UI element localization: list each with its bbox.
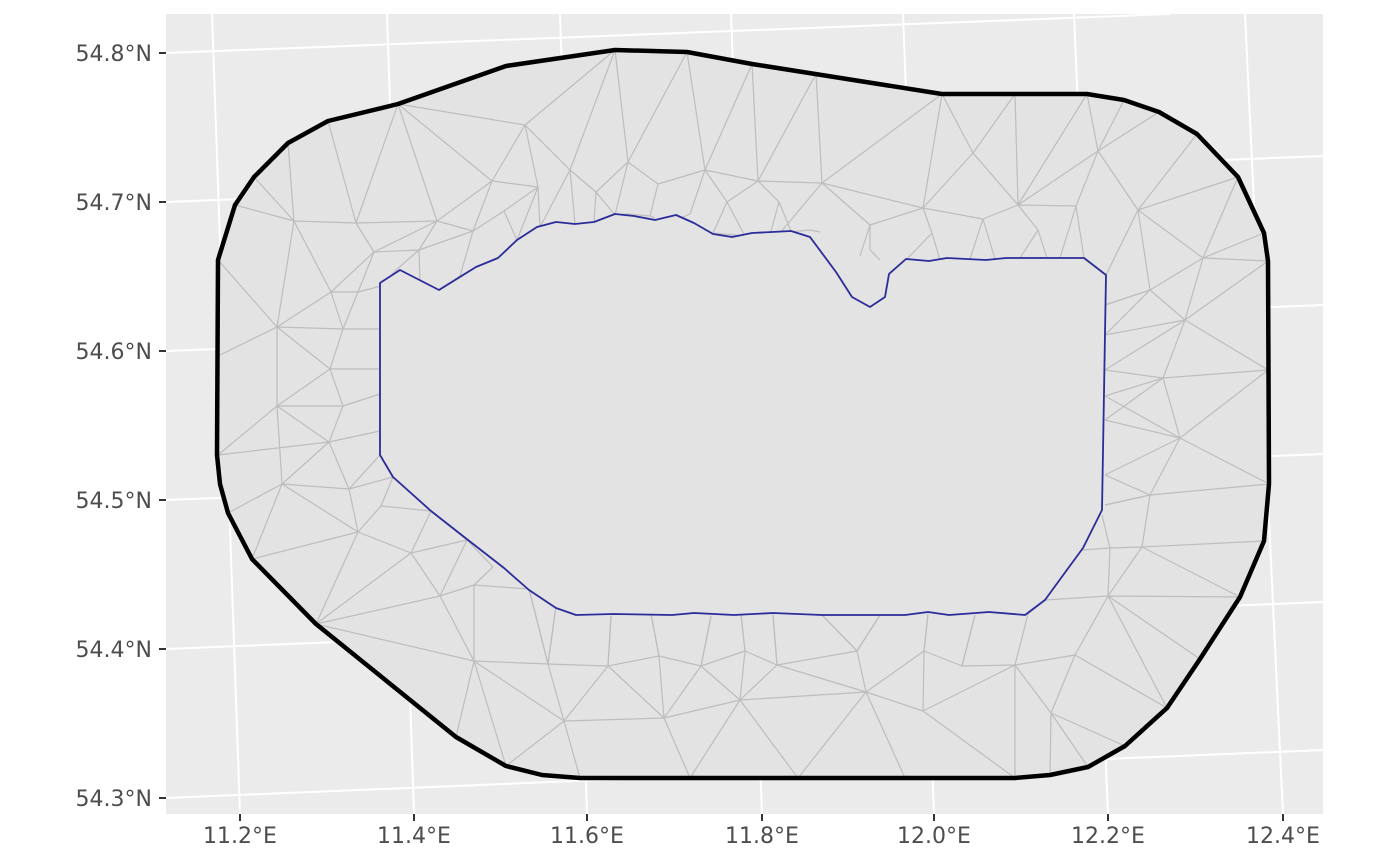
- x-axis-ticks: [239, 814, 1284, 821]
- outer-boundary: [214, 47, 1272, 781]
- y-label-54.8: 54.8°N: [76, 42, 152, 67]
- x-label-11.2: 11.2°E: [203, 824, 277, 849]
- x-label-12.4: 12.4°E: [1246, 824, 1320, 849]
- y-axis-labels: 54.3°N 54.4°N 54.5°N 54.6°N 54.7°N 54.8°…: [76, 42, 152, 812]
- x-label-11.8: 11.8°E: [725, 824, 799, 849]
- y-label-54.4: 54.4°N: [76, 638, 152, 663]
- x-label-11.6: 11.6°E: [550, 824, 624, 849]
- mesh-edges-north: [217, 49, 1270, 779]
- y-label-54.5: 54.5°N: [76, 489, 152, 514]
- y-label-54.6: 54.6°N: [76, 340, 152, 365]
- x-label-11.4: 11.4°E: [377, 824, 451, 849]
- y-label-54.3: 54.3°N: [76, 787, 152, 812]
- y-axis-ticks: [159, 52, 166, 799]
- x-label-12.0: 12.0°E: [897, 824, 971, 849]
- parallel-54.8: [165, 13, 1171, 54]
- x-axis-labels: 11.2°E 11.4°E 11.6°E 11.8°E 12.0°E 12.2°…: [203, 824, 1320, 849]
- x-label-12.2: 12.2°E: [1071, 824, 1145, 849]
- inner-boundary: [379, 213, 1107, 616]
- y-label-54.7: 54.7°N: [76, 191, 152, 216]
